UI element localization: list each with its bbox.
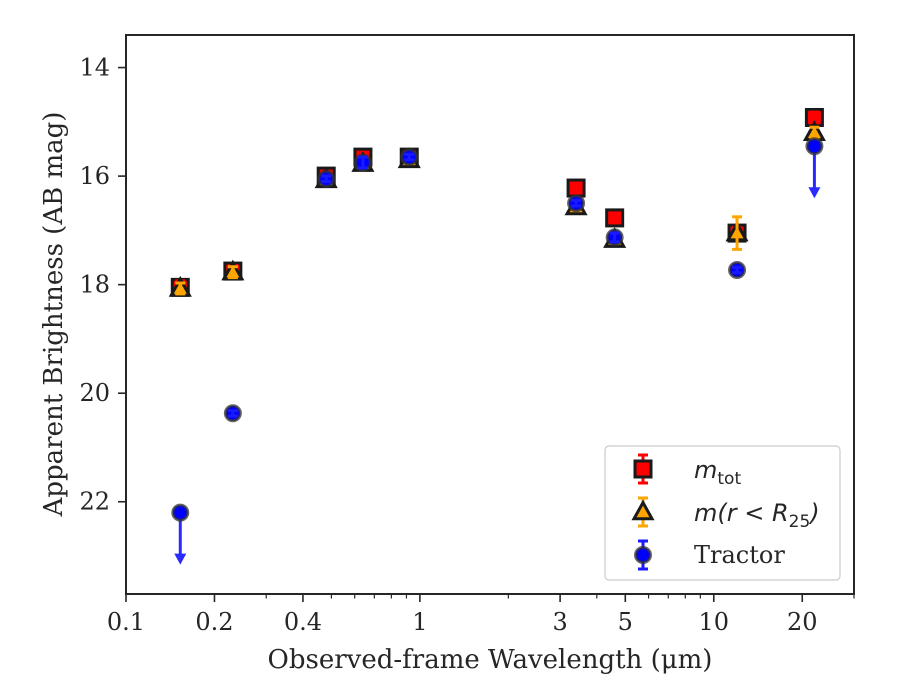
x-tick-label: 0.2 [195,608,233,636]
y-axis-label: Apparent Brightness (AB mag) [39,112,69,518]
y-tick-label: 18 [79,271,110,299]
legend-label: Tractor [694,541,785,569]
plot-frame [125,34,855,595]
y-tick-label: 14 [79,54,110,82]
x-axis-label: Observed-frame Wavelength (μm) [268,645,713,675]
x-tick-label: 1 [412,608,427,636]
axis-ticks: 0.1 0.2 0.4 1 3 5 10 20 14 16 18 20 22 [79,54,855,636]
legend-marker [633,459,653,479]
legend-marker [631,499,655,521]
x-tick-label: 10 [699,608,730,636]
y-tick-label: 20 [79,379,110,407]
upper-limit-arrowhead [808,187,821,199]
x-tick-label: 5 [618,608,633,636]
series-circle [171,137,824,565]
legend-label: mtot [694,456,741,489]
upper-limit-arrowhead [174,553,187,565]
x-tick-label: 0.1 [107,608,145,636]
data-point [171,503,190,522]
legend: mtot m(r < R25) Tractor [604,445,841,581]
data-marks [168,107,826,565]
legend-marker [634,546,652,564]
y-tick-label: 16 [79,162,110,190]
x-tick-label: 20 [787,608,818,636]
x-tick-label: 0.4 [284,608,322,636]
legend-label: m(r < R25) [694,499,820,532]
data-point [805,137,824,156]
x-tick-label: 3 [552,608,567,636]
legend-box [604,445,841,581]
y-tick-label: 22 [79,488,110,516]
